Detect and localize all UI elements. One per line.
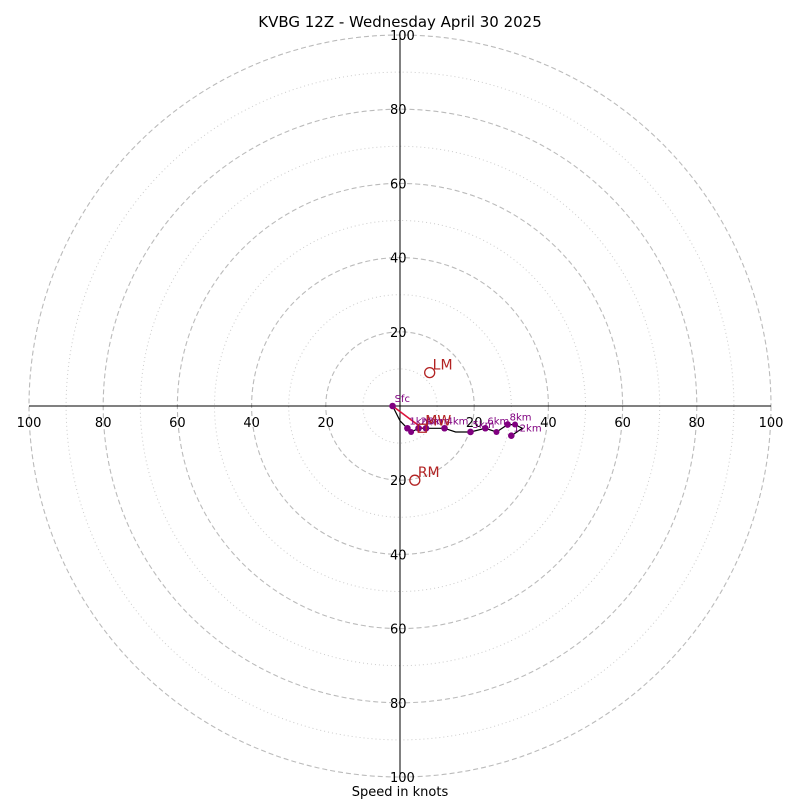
tick-label-top: 100 [390,29,415,44]
tick-label-right: 100 [759,416,784,431]
tick-label-top: 80 [390,103,407,118]
storm-motion-marker [409,474,421,486]
height-point [404,424,411,432]
tick-label-bottom: 20 [390,474,407,489]
storm-motion-marker [424,366,436,379]
tick-label-right: 60 [614,416,631,431]
height-label: 5km [472,420,494,431]
tick-label-right: 40 [540,416,557,431]
tick-label-left: 60 [169,416,186,431]
tick-label-left: 40 [243,416,260,431]
height-label: 6km [487,416,509,427]
tick-labels: 20 40 60 80 100 100 80 60 40 20 20 40 60 80 100 20 40 60 8… [17,29,784,786]
hodograph-point [493,428,500,435]
chart-title: KVBG 12Z - Wednesday April 30 2025 [258,13,542,31]
storm-motion-label: LM [433,358,453,374]
height-label: 12km [513,424,541,435]
hodograph-point [512,421,519,428]
tick-label-right: 80 [689,416,706,431]
tick-label-left: 80 [95,416,112,431]
height-point [482,424,489,432]
mean-wind-marker [417,423,427,433]
shear-vector [392,405,423,429]
storm-motion-markers: LM RM MW [409,358,453,486]
height-point [389,402,396,410]
height-label: 8km [510,413,532,424]
tick-label-top: 40 [390,252,407,267]
height-point [441,424,448,432]
tick-label-bottom: 60 [390,623,407,638]
tick-label-bottom: 40 [390,548,407,563]
height-label: 2km [421,416,443,427]
height-point [504,421,511,428]
height-point [508,432,515,439]
storm-motion-label: MW [425,413,451,429]
height-label: 3km [428,416,450,427]
x-axis-label: Speed in knots [352,785,449,800]
axes [29,35,771,777]
tick-label-right: 20 [466,416,483,431]
tick-label-top: 60 [390,177,407,192]
storm-motion-label: RM [418,465,440,481]
tick-label-top: 20 [390,326,407,341]
tick-label-bottom: 80 [390,697,407,712]
height-label: 1km [409,416,431,427]
tick-label-bottom: 100 [390,771,415,786]
height-point [467,428,474,436]
height-label: Sfc [395,394,410,405]
tick-label-left: 20 [318,416,335,431]
tick-label-left: 100 [17,416,42,431]
height-label: 4km [447,416,469,427]
